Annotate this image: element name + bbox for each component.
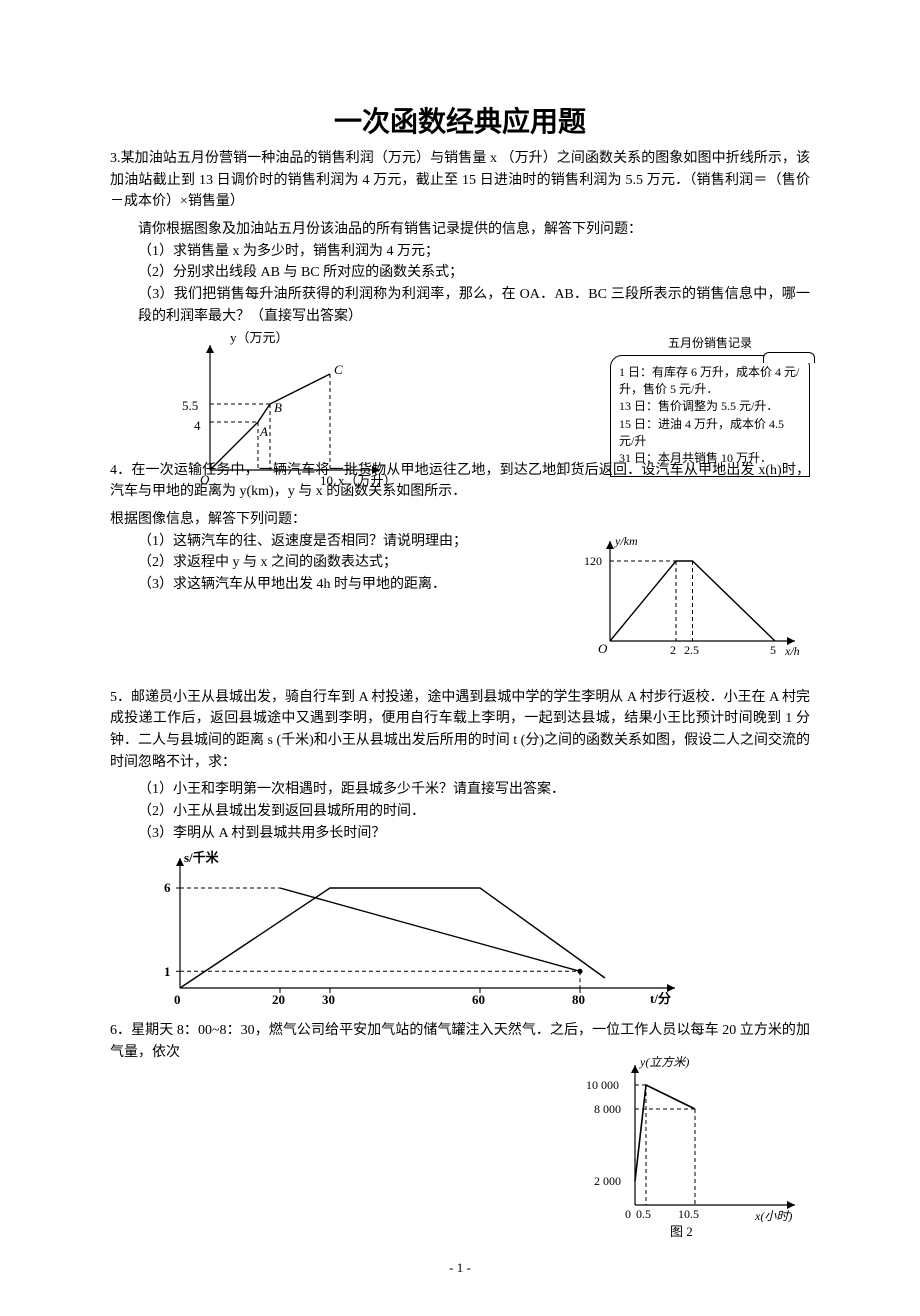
svg-text:C: C xyxy=(334,362,343,377)
q3-lead: 请你根据图象及加油站五月份该油品的所有销售记录提供的信息，解答下列问题： xyxy=(110,219,810,241)
svg-text:B: B xyxy=(274,400,282,415)
page-number: - 1 - xyxy=(110,1260,810,1276)
svg-text:2.5: 2.5 xyxy=(684,643,699,657)
svg-text:5.5: 5.5 xyxy=(182,398,198,413)
q3-sub2: （2）分别求出线段 AB 与 BC 所对应的函数关系式； xyxy=(110,262,810,284)
svg-text:80: 80 xyxy=(572,992,585,1007)
svg-text:O: O xyxy=(598,641,608,656)
svg-text:t/分: t/分 xyxy=(650,991,671,1006)
svg-text:20: 20 xyxy=(272,992,285,1007)
svg-text:6: 6 xyxy=(164,880,171,895)
svg-text:x(小时): x(小时) xyxy=(754,1209,792,1223)
svg-text:2 000: 2 000 xyxy=(594,1174,621,1188)
q4-chart-wrap: y/km x/h O 120 2 2.5 5 xyxy=(580,531,810,661)
svg-text:0: 0 xyxy=(625,1207,631,1221)
svg-text:0.5: 0.5 xyxy=(636,1207,651,1221)
q4-lead: 根据图像信息，解答下列问题： xyxy=(110,509,810,531)
svg-text:30: 30 xyxy=(322,992,335,1007)
q6-chart-wrap: y(立方米) x(小时) 0 10 000 8 000 2 000 0.5 10… xyxy=(580,1050,810,1240)
q5-sub3: （3）李明从 A 村到县城共用多长时间？ xyxy=(110,823,810,845)
q3-note-wrapper: 五月份销售记录 1 日：有库存 6 万升，成本价 4 元/升，售价 5 元/升．… xyxy=(610,330,810,477)
q3-ylabel: y（万元） xyxy=(230,330,289,345)
svg-text:x/h: x/h xyxy=(784,644,800,658)
q5-chart: s/千米 t/分 6 1 0 20 30 60 80 xyxy=(130,848,690,1018)
q3-note-line2: 13 日：售价调整为 5.5 元/升． xyxy=(619,398,801,415)
svg-text:y/km: y/km xyxy=(614,534,638,548)
svg-text:60: 60 xyxy=(472,992,485,1007)
q3-note-line1: 1 日：有库存 6 万升，成本价 4 元/升，售价 5 元/升． xyxy=(619,364,801,399)
svg-text:A: A xyxy=(259,424,268,439)
svg-text:0: 0 xyxy=(174,992,181,1007)
q5-stem: 5．邮递员小王从县城出发，骑自行车到 A 村投递，途中遇到县城中学的学生李明从 … xyxy=(110,687,810,774)
q3-stem: 3.某加油站五月份营销一种油品的销售利润（万元）与销售量 x （万升）之间函数关… xyxy=(110,148,810,213)
svg-text:y(立方米): y(立方米) xyxy=(639,1055,689,1069)
svg-text:2: 2 xyxy=(670,643,676,657)
q3-note-box: 1 日：有库存 6 万升，成本价 4 元/升，售价 5 元/升． 13 日：售价… xyxy=(610,355,810,477)
svg-text:10 000: 10 000 xyxy=(586,1078,619,1092)
q3-sub1: （1）求销售量 x 为多少时，销售利润为 4 万元； xyxy=(110,241,810,263)
q6-chart: y(立方米) x(小时) 0 10 000 8 000 2 000 0.5 10… xyxy=(580,1050,810,1240)
svg-text:10.5: 10.5 xyxy=(678,1207,699,1221)
svg-text:1: 1 xyxy=(164,964,171,979)
page-title: 一次函数经典应用题 xyxy=(110,100,810,140)
q3-note-line3: 15 日：进油 4 万升，成本价 4.5 元/升 xyxy=(619,416,801,451)
q6-fig-label: 图 2 xyxy=(670,1224,693,1239)
q5-sub1: （1）小王和李明第一次相遇时，距县城多少千米？请直接写出答案． xyxy=(110,779,810,801)
q4-chart: y/km x/h O 120 2 2.5 5 xyxy=(580,531,810,661)
svg-text:120: 120 xyxy=(584,554,602,568)
q3-note-title: 五月份销售记录 xyxy=(610,334,810,351)
svg-text:s/千米: s/千米 xyxy=(184,850,220,865)
q4-stem: 4．在一次运输任务中，一辆汽车将一批货物从甲地运往乙地，到达乙地卸货后返回．设汽… xyxy=(110,460,810,503)
svg-text:5: 5 xyxy=(770,643,776,657)
svg-text:4: 4 xyxy=(194,418,201,433)
q3-sub3: （3）我们把销售每升油所获得的利润称为利润率，那么，在 OA．AB．BC 三段所… xyxy=(110,284,810,327)
note-tab xyxy=(763,352,815,363)
q5-sub2: （2）小王从县城出发到返回县城所用的时间． xyxy=(110,801,810,823)
svg-text:8 000: 8 000 xyxy=(594,1102,621,1116)
